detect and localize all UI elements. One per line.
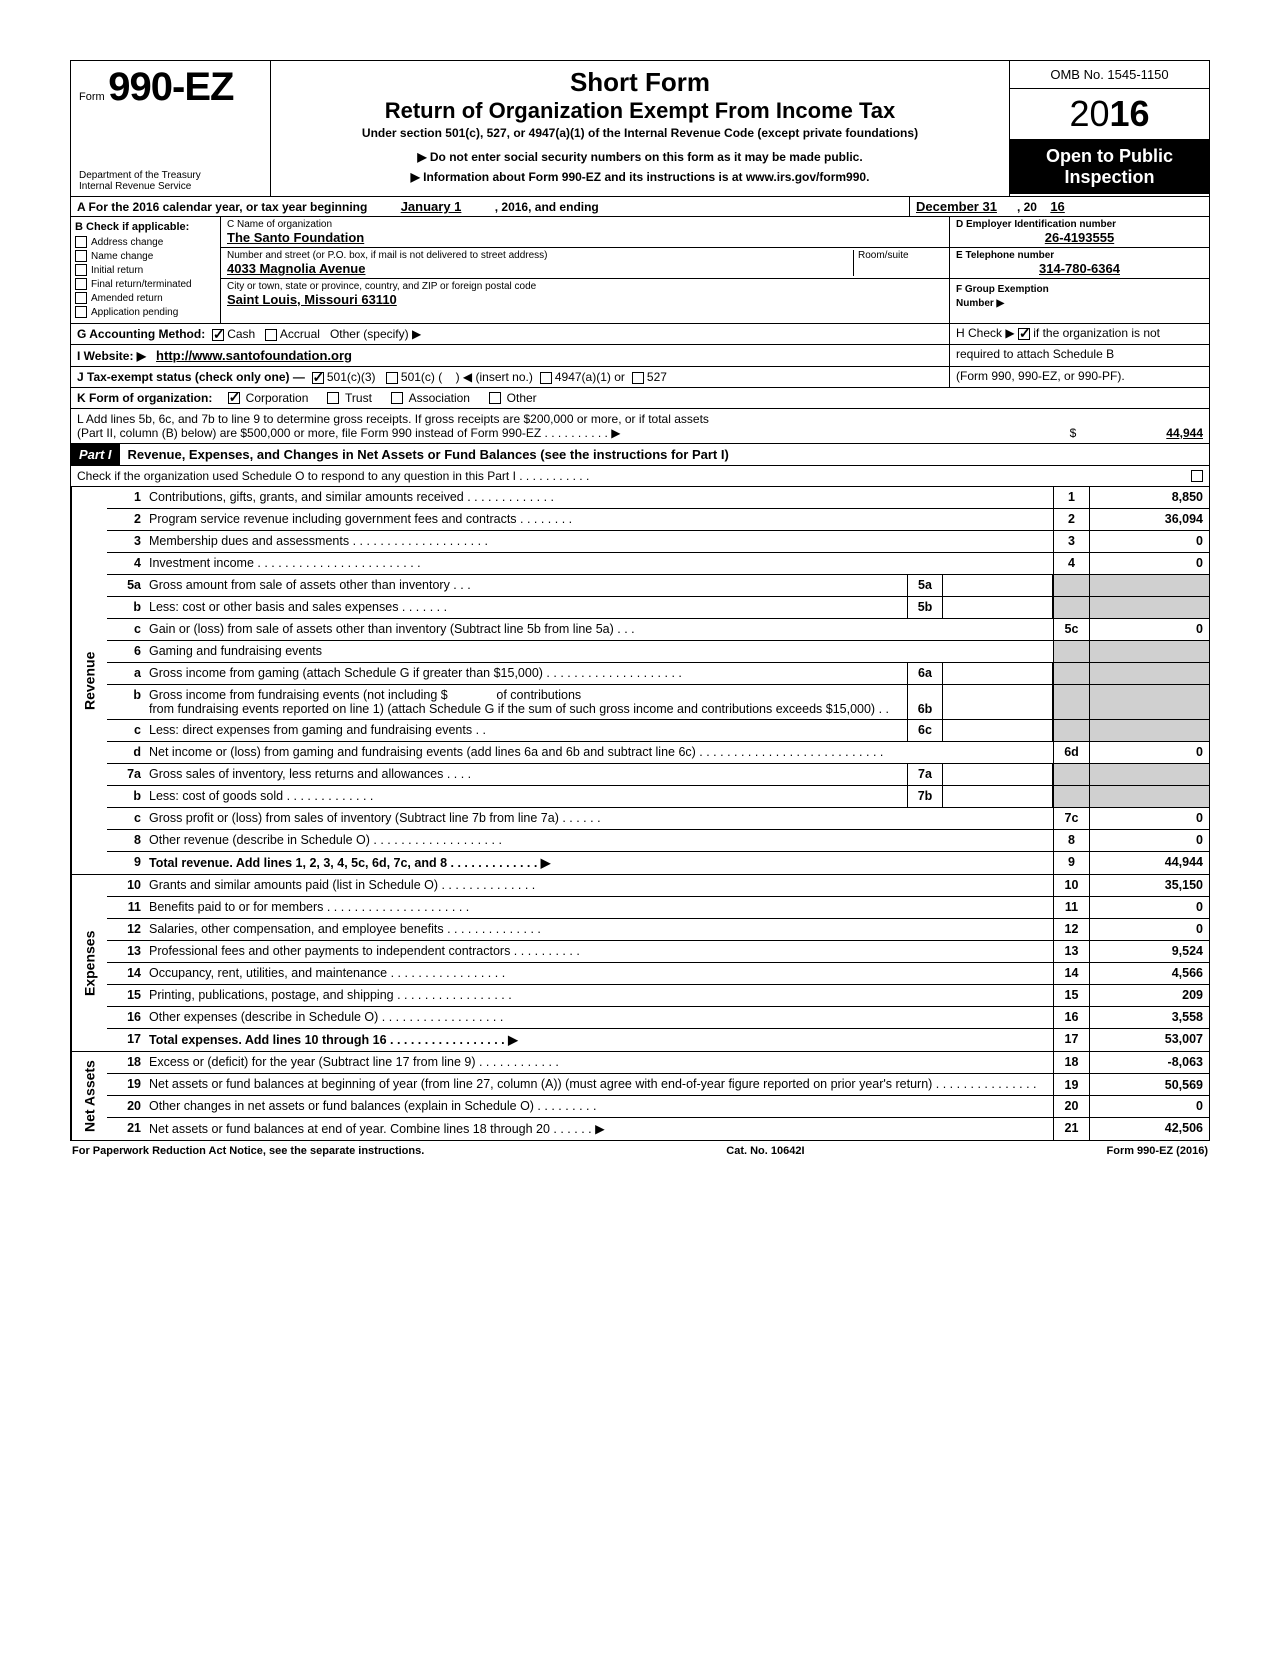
line16-val: 3,558 [1089,1007,1209,1028]
footer: For Paperwork Reduction Act Notice, see … [70,1141,1210,1161]
chk-cash[interactable] [212,329,224,341]
chk-name-change[interactable] [75,250,87,262]
form-990ez: Form 990-EZ Department of the Treasury I… [70,60,1210,1141]
line15-val: 209 [1089,985,1209,1006]
line19-val: 50,569 [1089,1074,1209,1095]
chk-schedule-o-part1[interactable] [1191,470,1203,482]
net-assets-section: Net Assets 18Excess or (deficit) for the… [71,1052,1209,1140]
line14-val: 4,566 [1089,963,1209,984]
title-short-form: Short Form [281,67,999,98]
col-de: D Employer Identification number 26-4193… [949,217,1209,323]
net-assets-side-label: Net Assets [71,1052,107,1140]
chk-527[interactable] [632,372,644,384]
line2-val: 36,094 [1089,509,1209,530]
line-h: H Check ▶ if the organization is not [949,324,1209,344]
title-return: Return of Organization Exempt From Incom… [281,98,999,124]
revenue-section: Revenue 1Contributions, gifts, grants, a… [71,487,1209,875]
expenses-side-label: Expenses [71,875,107,1051]
line17-val: 53,007 [1089,1029,1209,1051]
chk-other-org[interactable] [489,392,501,404]
line3-val: 0 [1089,531,1209,552]
chk-schedule-b-not-required[interactable] [1018,328,1030,340]
chk-address-change[interactable] [75,236,87,248]
chk-association[interactable] [391,392,403,404]
chk-accrual[interactable] [265,329,277,341]
chk-4947a1[interactable] [540,372,552,384]
line-k: K Form of organization: Corporation Trus… [71,388,1209,409]
ein: 26-4193555 [956,230,1203,245]
chk-501c[interactable] [386,372,398,384]
line6d-val: 0 [1089,742,1209,763]
tax-year-begin: January 1 [401,199,462,214]
line7c-val: 0 [1089,808,1209,829]
warn-info: ▶ Information about Form 990-EZ and its … [281,170,999,184]
year: 2016 [1010,89,1209,140]
org-name: The Santo Foundation [227,230,943,245]
line5c-val: 0 [1089,619,1209,640]
part1-header: Part I Revenue, Expenses, and Changes in… [71,444,1209,466]
line4-val: 0 [1089,553,1209,574]
line8-val: 0 [1089,830,1209,851]
line-g-h: G Accounting Method: Cash Accrual Other … [71,324,1209,345]
line18-val: -8,063 [1089,1052,1209,1073]
chk-corporation[interactable] [228,392,240,404]
chk-initial-return[interactable] [75,264,87,276]
row-a: A For the 2016 calendar year, or tax yea… [71,197,1209,217]
section-bcde: B Check if applicable: Address change Na… [71,217,1209,324]
chk-501c3[interactable] [312,372,324,384]
form-number: 990-EZ [108,65,233,109]
telephone: 314-780-6364 [956,261,1203,276]
website: http://www.santofoundation.org [156,348,352,363]
chk-application-pending[interactable] [75,306,87,318]
col-c: C Name of organization The Santo Foundat… [221,217,949,323]
header-right: OMB No. 1545-1150 2016 Open to Public In… [1009,61,1209,196]
open-to-public: Open to Public Inspection [1010,140,1209,194]
expenses-section: Expenses 10Grants and similar amounts pa… [71,875,1209,1052]
line-l: L Add lines 5b, 6c, and 7b to line 9 to … [71,409,1209,444]
line-j: J Tax-exempt status (check only one) — 5… [71,367,1209,388]
subtitle: Under section 501(c), 527, or 4947(a)(1)… [281,126,999,140]
form-prefix: Form [79,91,105,103]
line10-val: 35,150 [1089,875,1209,896]
line21-val: 42,506 [1089,1118,1209,1140]
header-mid: Short Form Return of Organization Exempt… [271,61,1009,196]
line9-val: 44,944 [1089,852,1209,874]
line12-val: 0 [1089,919,1209,940]
chk-amended-return[interactable] [75,292,87,304]
chk-final-return[interactable] [75,278,87,290]
header: Form 990-EZ Department of the Treasury I… [71,61,1209,197]
col-b: B Check if applicable: Address change Na… [71,217,221,323]
omb: OMB No. 1545-1150 [1010,61,1209,89]
chk-trust[interactable] [327,392,339,404]
line-i: I Website: ▶ http://www.santofoundation.… [71,345,1209,367]
line20-val: 0 [1089,1096,1209,1117]
dept: Department of the Treasury Internal Reve… [79,170,262,192]
revenue-side-label: Revenue [71,487,107,874]
tax-year-end: December 31 [916,199,997,214]
line13-val: 9,524 [1089,941,1209,962]
city-state-zip: Saint Louis, Missouri 63110 [227,292,943,307]
warn-ssn: ▶ Do not enter social security numbers o… [281,150,999,164]
line11-val: 0 [1089,897,1209,918]
gross-receipts: 44,944 [1083,426,1203,440]
header-left: Form 990-EZ Department of the Treasury I… [71,61,271,196]
street-address: 4033 Magnolia Avenue [227,261,853,276]
line1-val: 8,850 [1089,487,1209,508]
part1-schedule-o-check: Check if the organization used Schedule … [71,466,1209,487]
